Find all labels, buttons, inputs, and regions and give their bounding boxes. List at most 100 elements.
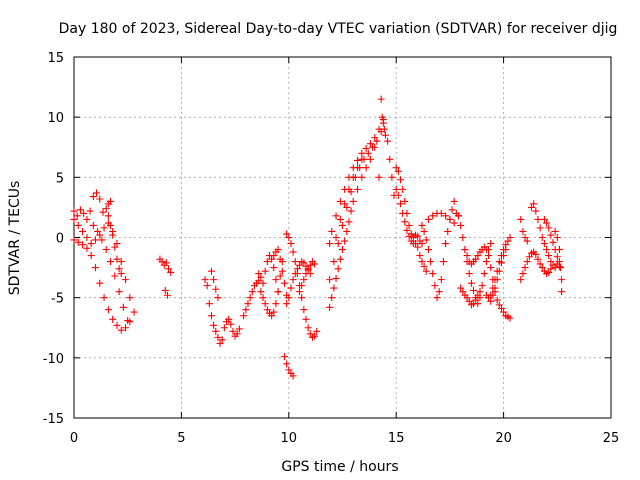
data-point (334, 265, 342, 273)
data-point (405, 221, 413, 229)
chart-title: Day 180 of 2023, Sidereal Day-to-day VTE… (59, 21, 618, 37)
data-point (457, 221, 465, 229)
data-point (328, 227, 336, 235)
data-point (339, 246, 346, 254)
data-point (555, 246, 563, 254)
data-point (528, 203, 536, 211)
data-point (547, 258, 555, 266)
data-point (263, 258, 271, 266)
data-point (162, 259, 170, 267)
data-point (519, 270, 527, 278)
data-point (311, 332, 319, 340)
data-point (465, 297, 473, 305)
series-arc14 (281, 353, 297, 380)
data-point (472, 296, 480, 304)
data-point (102, 246, 110, 254)
data-point (371, 134, 379, 142)
series-arc21 (332, 155, 366, 241)
data-point (474, 252, 482, 260)
data-point (394, 167, 402, 175)
data-point (358, 149, 366, 157)
data-point (349, 197, 357, 205)
data-point (205, 300, 213, 308)
data-point (115, 288, 123, 296)
data-point (242, 306, 250, 314)
data-point (401, 197, 409, 205)
data-point (70, 207, 78, 215)
data-point (270, 252, 278, 260)
data-point (547, 231, 555, 239)
data-point (233, 330, 241, 338)
data-point (276, 255, 284, 263)
data-point (437, 209, 445, 217)
data-point (83, 244, 91, 252)
data-point (487, 240, 495, 248)
data-point (163, 291, 171, 299)
data-point (122, 324, 130, 332)
data-point (326, 276, 334, 284)
x-tick-label: 10 (281, 431, 298, 446)
x-tick-label: 0 (70, 431, 78, 446)
data-point (161, 286, 169, 294)
data-point (366, 140, 374, 148)
series-arc16 (283, 258, 314, 308)
data-point (336, 255, 344, 263)
data-point (281, 279, 289, 287)
data-point (399, 185, 407, 193)
series-arc13 (270, 246, 291, 299)
data-point (326, 240, 334, 248)
data-point (414, 243, 422, 251)
data-point (497, 304, 505, 312)
data-point (86, 207, 94, 215)
data-point (87, 252, 95, 260)
data-point (255, 277, 263, 285)
series-arc09 (220, 315, 243, 340)
data-point (422, 236, 430, 244)
data-point (283, 360, 291, 368)
data-point (517, 276, 525, 284)
data-point (457, 284, 465, 292)
series-arc34 (517, 248, 555, 284)
data-point (300, 259, 308, 267)
series-arc36 (540, 215, 566, 284)
data-point (394, 191, 402, 199)
data-point (354, 185, 362, 193)
data-point (427, 258, 435, 266)
y-tick-label: -15 (43, 412, 64, 427)
data-point (261, 300, 269, 308)
data-point (113, 255, 121, 263)
data-point (117, 258, 125, 266)
data-point (532, 207, 540, 215)
series-arc30 (461, 243, 514, 322)
data-point (536, 224, 544, 232)
data-point (422, 267, 430, 275)
data-point (405, 232, 413, 240)
data-point (431, 282, 439, 290)
data-point (543, 219, 551, 227)
data-point (336, 215, 344, 223)
data-point (91, 236, 99, 244)
data-point (298, 294, 306, 302)
data-point (285, 366, 293, 374)
data-point (74, 238, 82, 246)
data-point (504, 237, 512, 245)
data-point (83, 234, 91, 241)
data-point (165, 265, 173, 273)
data-point (268, 255, 276, 263)
series-arc27 (424, 209, 462, 227)
x-tick-label: 25 (603, 431, 620, 446)
series-arc37 (551, 227, 566, 296)
data-point (285, 234, 293, 241)
data-point (536, 260, 544, 268)
data-point (538, 264, 546, 272)
data-point (229, 327, 237, 335)
data-point (158, 258, 166, 266)
series-arc04 (89, 221, 132, 325)
data-point (285, 294, 293, 302)
data-point (287, 284, 295, 292)
data-point (214, 333, 222, 341)
data-point (392, 185, 400, 193)
data-point (392, 164, 400, 172)
data-point (298, 282, 306, 290)
data-point (218, 336, 226, 344)
